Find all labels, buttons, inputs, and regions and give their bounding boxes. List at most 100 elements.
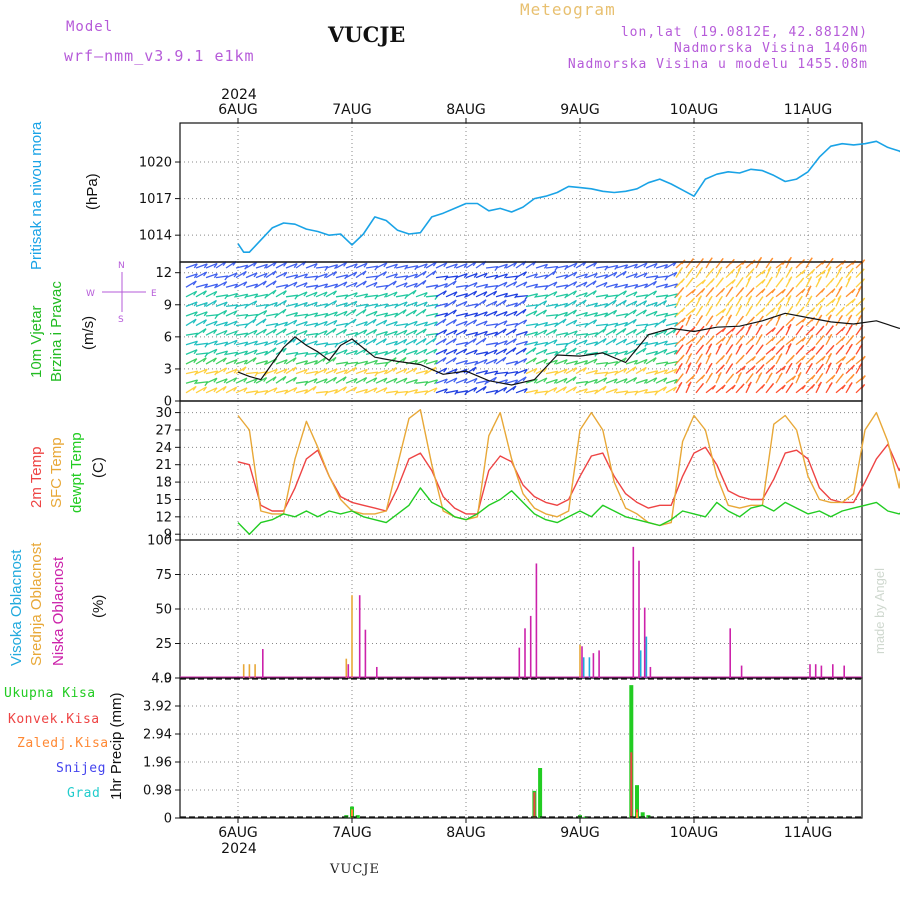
wind-barb-flag: [244, 350, 249, 356]
wind-barb-flag: [383, 387, 388, 393]
wind-barb: [285, 329, 298, 336]
wind-barb-flag: [860, 268, 865, 274]
wind-barb: [585, 341, 598, 346]
wind-barb: [395, 377, 408, 384]
wind-barb-flag: [654, 342, 659, 347]
wind-barb: [395, 301, 408, 308]
wind-barb: [605, 328, 617, 336]
wind-barb: [755, 355, 766, 365]
wind-barb-flag: [811, 374, 816, 380]
wind-barb-flag: [689, 267, 694, 273]
wind-barb: [815, 325, 825, 336]
wind-barb-flag: [534, 323, 539, 329]
wind-barb: [325, 388, 338, 394]
wind-barb: [855, 383, 866, 394]
wind-barb: [315, 291, 328, 298]
wind-barb: [365, 294, 378, 298]
wind-barb-flag: [593, 272, 598, 278]
wind-barb: [465, 312, 478, 317]
wind-barb-flag: [861, 336, 866, 341]
wind-barb-flag: [213, 263, 218, 268]
wind-barb-flag: [304, 360, 309, 366]
wind-barb: [415, 381, 428, 384]
wind-barb: [525, 273, 538, 279]
wind-barb: [345, 300, 358, 307]
wind-barb: [515, 340, 528, 346]
wind-barb: [685, 362, 692, 374]
wind-barb-flag: [452, 299, 457, 305]
wind-barb-flag: [343, 349, 348, 355]
wind-barb: [705, 287, 715, 298]
wind-barb-flag: [829, 257, 834, 263]
wind-barb-flag: [624, 264, 629, 270]
wind-barb: [855, 375, 866, 384]
wind-barb-flag: [858, 343, 863, 349]
wind-barb-flag: [373, 282, 378, 287]
wind-barb: [855, 343, 863, 355]
wind-barb-flag: [788, 362, 793, 368]
wind-barb-flag: [362, 270, 367, 276]
wind-barb-flag: [643, 262, 648, 268]
wind-barb-flag: [533, 378, 538, 384]
wind-barb: [455, 263, 468, 269]
wind-barb-flag: [352, 318, 357, 324]
wind-barb-flag: [710, 335, 715, 341]
wind-barb: [265, 387, 278, 394]
wind-barb: [305, 291, 318, 298]
wind-barb: [195, 290, 207, 298]
wind-barb: [675, 259, 686, 269]
wind-barb: [465, 337, 477, 346]
wind-barb: [465, 282, 478, 288]
wind-barb: [505, 275, 518, 279]
wind-barb-flag: [212, 357, 217, 363]
wind-barb-flag: [223, 301, 228, 307]
wind-barb-flag: [778, 372, 783, 378]
wind-barb-flag: [604, 312, 609, 318]
wind-barb: [395, 329, 408, 336]
wind-barb-flag: [202, 290, 207, 296]
wind-barb: [605, 264, 618, 269]
precip-total-bar: [355, 815, 360, 818]
wind-barb: [765, 383, 775, 394]
wind-barb: [665, 328, 677, 336]
wind-barb: [525, 293, 538, 298]
wind-barb-flag: [203, 302, 208, 308]
wind-barb: [305, 301, 318, 308]
wind-barb-flag: [644, 389, 649, 394]
wind-barb-flag: [858, 314, 863, 320]
wind-barb: [355, 321, 368, 327]
wind-barb-flag: [282, 347, 287, 353]
wind-barb: [355, 368, 368, 375]
wind-barb: [465, 349, 478, 356]
wind-barb-flag: [393, 330, 398, 336]
wind-barb: [855, 336, 866, 346]
wind-barb: [815, 259, 826, 269]
bottom-day-label: 8AUG: [446, 825, 486, 841]
wind-barb-flag: [443, 283, 448, 289]
wind-barb: [595, 385, 607, 394]
wind-barb-flag: [484, 351, 489, 357]
wind-barb-flag: [563, 312, 568, 317]
wind-barb: [775, 260, 786, 269]
wind-barb-flag: [274, 313, 279, 319]
wind-barb: [485, 323, 498, 327]
wind-barb-flag: [353, 282, 358, 287]
wind-barb: [565, 330, 578, 336]
wind-barb-flag: [353, 271, 358, 277]
wind-barb: [725, 314, 733, 326]
wind-barb-flag: [664, 264, 669, 270]
wind-barb: [235, 341, 248, 346]
wind-barb: [305, 275, 318, 279]
wind-barb: [365, 275, 378, 279]
wind-barb: [835, 344, 845, 355]
wind-barb-flag: [828, 382, 833, 387]
wind-barb: [405, 282, 418, 288]
wind-barb: [795, 362, 802, 374]
wind-barb: [545, 322, 558, 327]
wind-barb: [265, 280, 277, 288]
wind-barb: [845, 288, 856, 298]
wind-barb-flag: [778, 353, 783, 358]
wind-barb: [775, 314, 782, 326]
wind-barb-flag: [333, 320, 338, 325]
wind-barb: [465, 331, 478, 336]
